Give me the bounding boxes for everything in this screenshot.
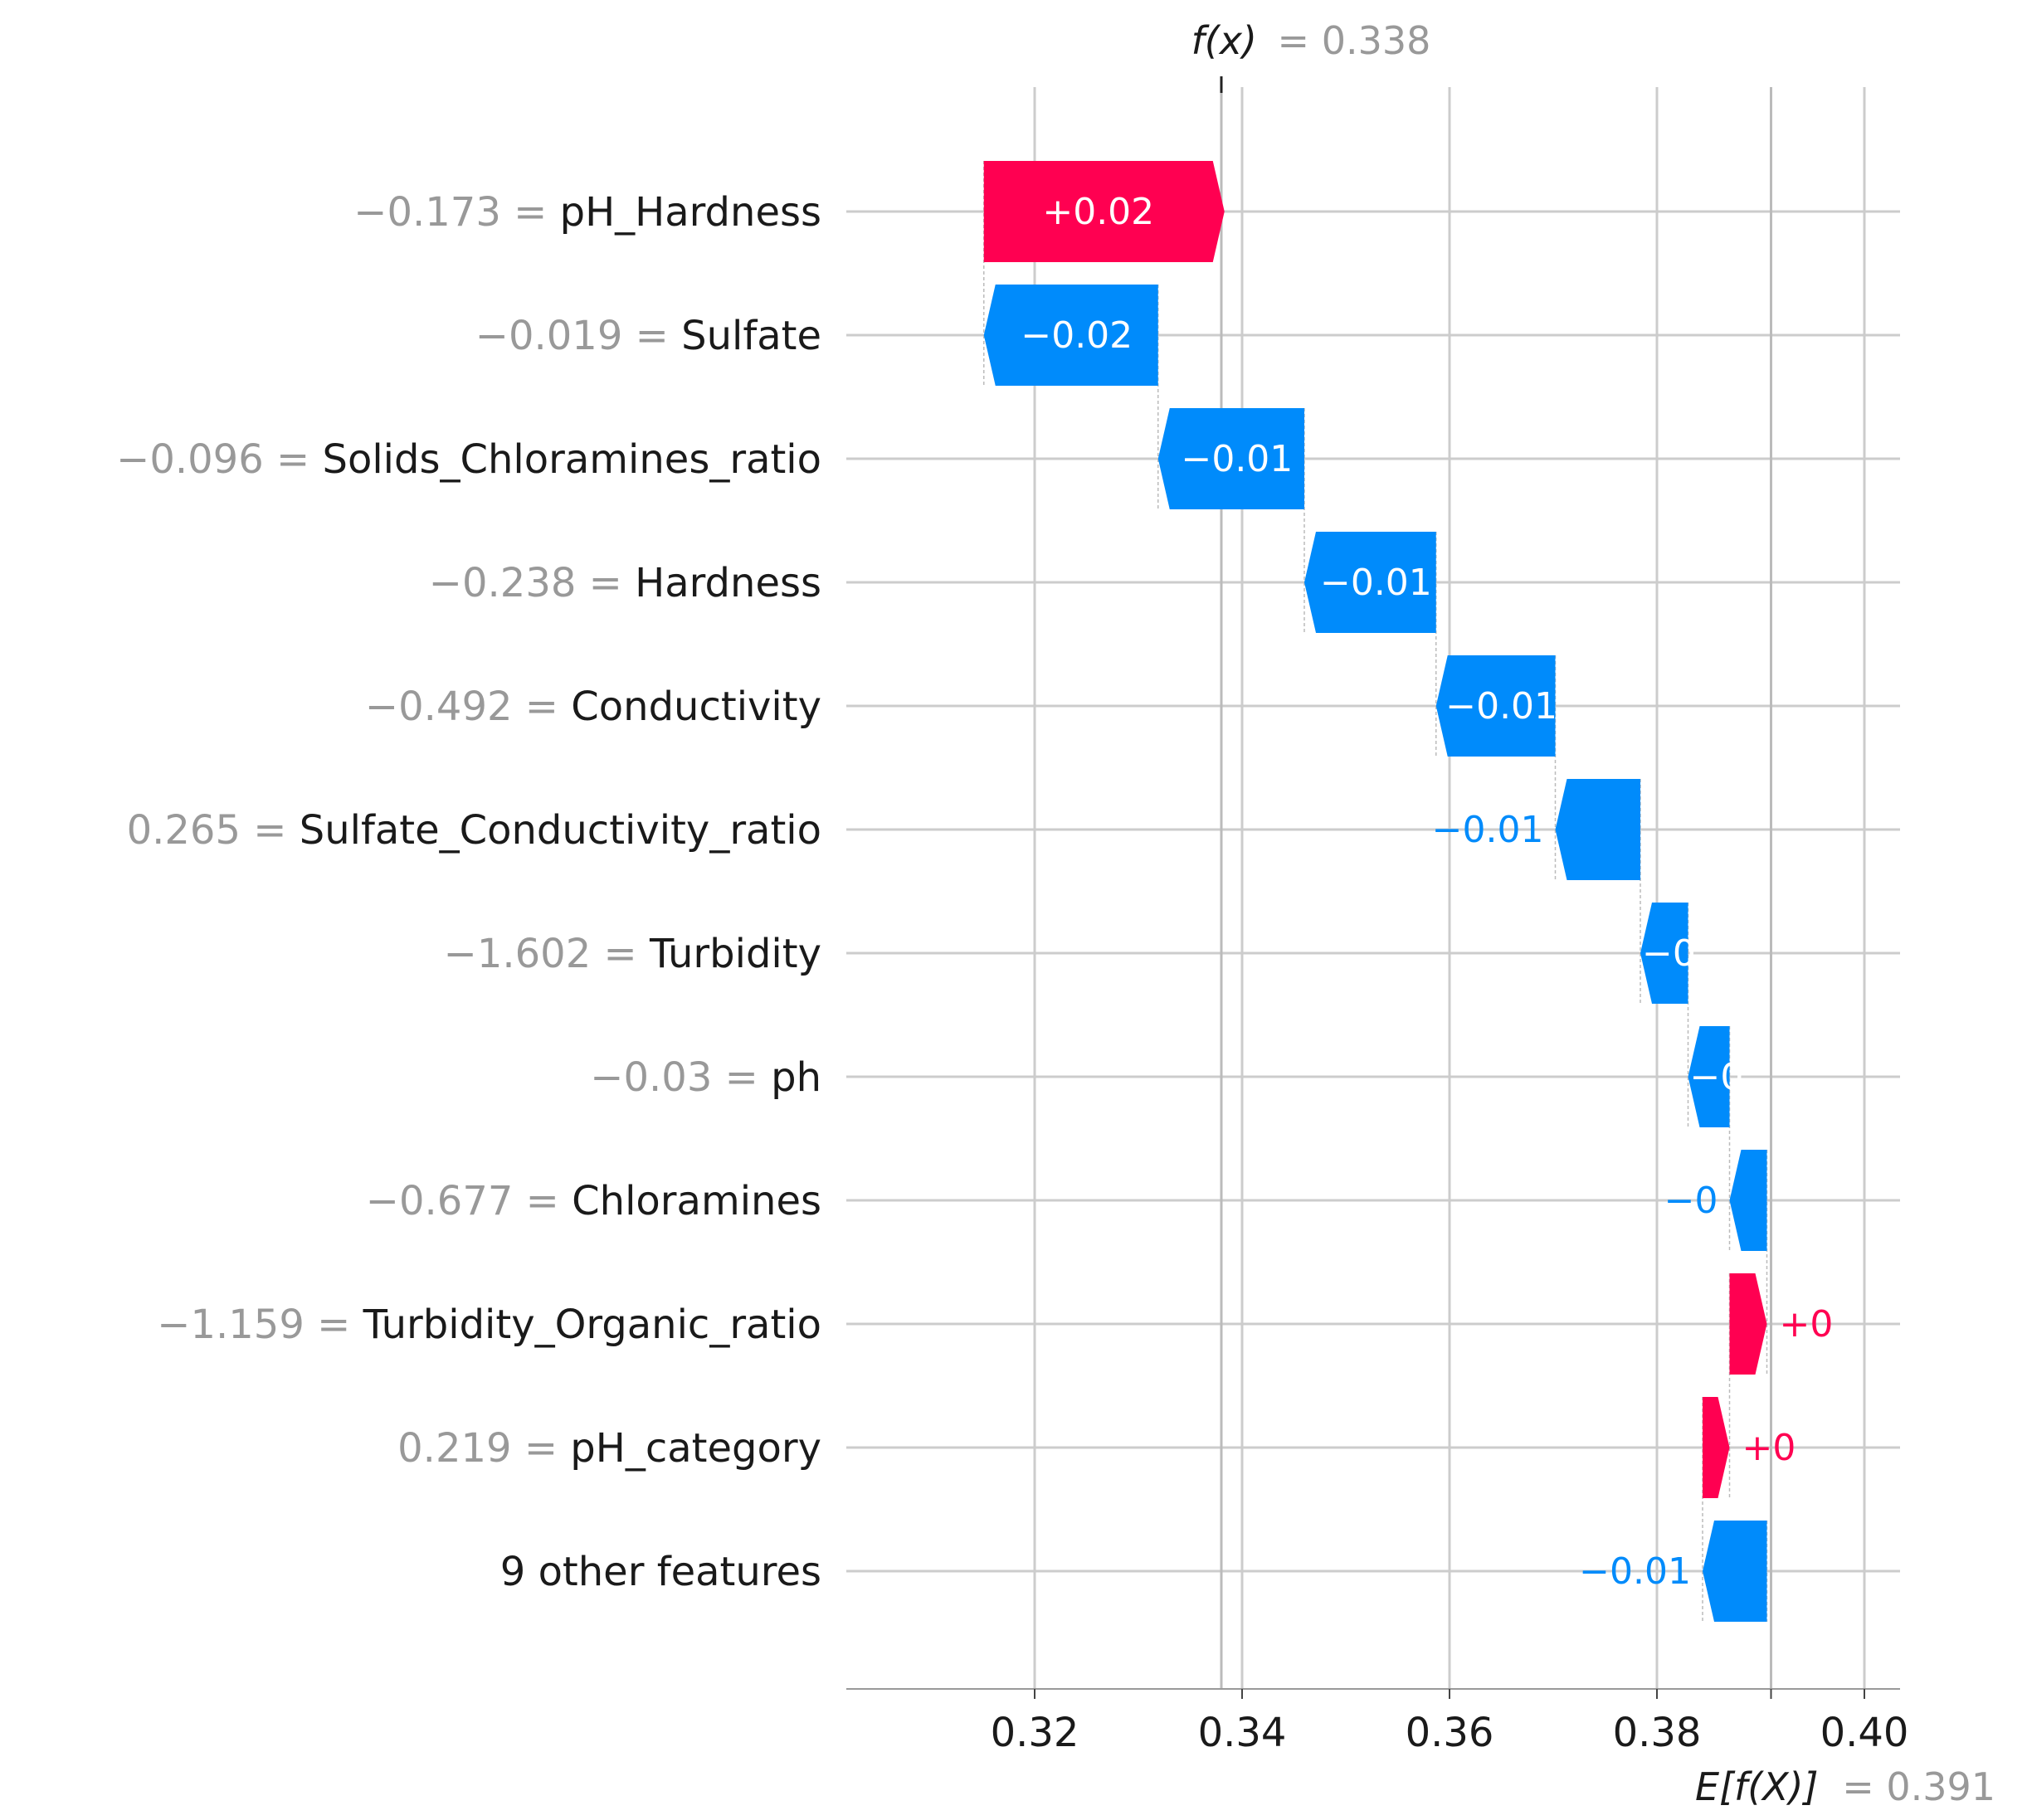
feature-name: ph bbox=[771, 1054, 821, 1101]
bar-9 other features bbox=[1703, 1521, 1767, 1622]
feature-name: Hardness bbox=[635, 560, 821, 606]
x-tick-label: 0.34 bbox=[1198, 1710, 1287, 1756]
bar-value-label: −0.01 bbox=[1579, 1550, 1691, 1593]
bar-Sulfate_Conductivity_ratio bbox=[1555, 779, 1640, 880]
feature-label: −1.602 = Turbidity bbox=[444, 931, 821, 977]
feature-label: −0.019 = Sulfate bbox=[475, 313, 821, 359]
feature-value: −0.238 = bbox=[429, 560, 635, 606]
feature-name: Turbidity bbox=[649, 931, 821, 977]
x-tick-label: 0.38 bbox=[1613, 1710, 1702, 1756]
feature-label: −0.173 = pH_Hardness bbox=[353, 189, 821, 236]
feature-label: 9 other features bbox=[500, 1549, 821, 1595]
bar-pH_Hardness bbox=[983, 161, 1225, 262]
fx-label: f(x) bbox=[1191, 18, 1257, 63]
grid-layer bbox=[1033, 87, 1866, 1689]
feature-value: −0.173 = bbox=[353, 189, 559, 236]
bar-Hardness bbox=[1304, 532, 1436, 633]
bar-pH_category bbox=[1703, 1397, 1730, 1498]
feature-name: Turbidity_Organic_ratio bbox=[363, 1302, 821, 1348]
bar-Conductivity bbox=[1435, 655, 1556, 757]
feature-value: −0.03 = bbox=[590, 1054, 771, 1101]
feature-name: Chloramines bbox=[572, 1178, 821, 1224]
bar-Turbidity_Organic_ratio bbox=[1729, 1273, 1767, 1375]
efx-value: = 0.391 bbox=[1842, 1764, 1995, 1809]
fx-value: = 0.338 bbox=[1278, 18, 1431, 63]
x-tick-label: 0.32 bbox=[991, 1710, 1079, 1756]
bar-value-label: +0 bbox=[1742, 1427, 1796, 1469]
feature-value: −0.492 = bbox=[365, 684, 571, 730]
x-axis: 0.32 0.34 0.36 0.38 0.40 bbox=[846, 1688, 1909, 1756]
efx-label: E[f(X)] bbox=[1695, 1764, 1819, 1809]
feature-name: Sulfate_Conductivity_ratio bbox=[300, 807, 821, 854]
x-tick-label: 0.40 bbox=[1820, 1710, 1909, 1756]
feature-label: −0.096 = Solids_Chloramines_ratio bbox=[116, 436, 821, 483]
efx-annotation: E[f(X)] = 0.391 bbox=[1695, 1764, 1995, 1809]
feature-label: −1.159 = Turbidity_Organic_ratio bbox=[157, 1302, 821, 1348]
bar-value-label: −0.01 bbox=[1181, 438, 1293, 480]
feature-name: Conductivity bbox=[571, 684, 821, 730]
bar-value-label: +0.02 bbox=[1042, 191, 1154, 233]
bar-value-label: −0.01 bbox=[1445, 685, 1557, 728]
bar-value-label: −0 bbox=[1664, 1180, 1718, 1222]
feature-value: −0.096 = bbox=[116, 436, 322, 483]
bar-value-label: −0.01 bbox=[1432, 809, 1544, 851]
feature-value: −1.159 = bbox=[157, 1302, 363, 1348]
bar-value-label: −0 bbox=[1642, 932, 1696, 975]
feature-name: Sulfate bbox=[681, 313, 821, 359]
bar-value-label: −0 bbox=[1690, 1056, 1744, 1098]
labels-layer: +0.02 −0.173 = pH_Hardness −0.02 −0.019 = S… bbox=[116, 189, 1833, 1595]
feature-name: 9 other features bbox=[500, 1549, 821, 1595]
feature-name: pH_Hardness bbox=[560, 189, 821, 236]
feature-label: −0.238 = Hardness bbox=[429, 560, 821, 606]
fx-annotation: f(x) = 0.338 bbox=[1191, 18, 1431, 63]
feature-name: Solids_Chloramines_ratio bbox=[323, 436, 822, 483]
feature-value: 0.265 = bbox=[127, 807, 300, 854]
bar-value-label: +0 bbox=[1780, 1303, 1834, 1346]
bar-ph bbox=[1688, 1026, 1730, 1127]
feature-name: pH_category bbox=[570, 1425, 821, 1472]
feature-value: −0.677 = bbox=[366, 1178, 572, 1224]
bar-value-label: −0.01 bbox=[1320, 562, 1432, 604]
bar-Chloramines bbox=[1729, 1150, 1767, 1251]
feature-value: 0.219 = bbox=[397, 1425, 570, 1472]
feature-label: 0.265 = Sulfate_Conductivity_ratio bbox=[127, 807, 821, 854]
x-tick-label: 0.36 bbox=[1406, 1710, 1494, 1756]
feature-label: −0.492 = Conductivity bbox=[365, 684, 821, 730]
feature-value: −1.602 = bbox=[444, 931, 650, 977]
bar-Turbidity bbox=[1640, 903, 1688, 1004]
bar-Sulfate bbox=[983, 285, 1158, 386]
feature-label: 0.219 = pH_category bbox=[397, 1425, 821, 1472]
bars-layer bbox=[983, 161, 1767, 1622]
feature-value: −0.019 = bbox=[475, 313, 681, 359]
feature-label: −0.677 = Chloramines bbox=[366, 1178, 821, 1224]
feature-label: −0.03 = ph bbox=[590, 1054, 821, 1101]
bar-value-label: −0.02 bbox=[1021, 314, 1133, 357]
bar-Solids_Chloramines_ratio bbox=[1157, 408, 1304, 509]
